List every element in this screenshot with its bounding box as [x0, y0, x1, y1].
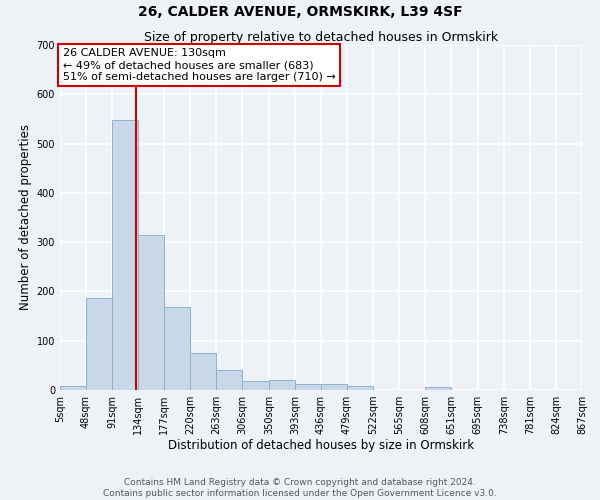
Bar: [347, 386, 373, 390]
Bar: [190, 353, 216, 390]
X-axis label: Distribution of detached houses by size in Ormskirk: Distribution of detached houses by size …: [168, 438, 474, 452]
Bar: [112, 120, 138, 390]
Bar: [425, 386, 451, 390]
Y-axis label: Number of detached properties: Number of detached properties: [19, 124, 32, 310]
Bar: [138, 235, 164, 390]
Text: 26, CALDER AVENUE, ORMSKIRK, L39 4SF: 26, CALDER AVENUE, ORMSKIRK, L39 4SF: [137, 5, 463, 19]
Text: 26 CALDER AVENUE: 130sqm
← 49% of detached houses are smaller (683)
51% of semi-: 26 CALDER AVENUE: 130sqm ← 49% of detach…: [62, 48, 335, 82]
Bar: [269, 380, 295, 390]
Bar: [242, 381, 269, 390]
Text: Contains HM Land Registry data © Crown copyright and database right 2024.
Contai: Contains HM Land Registry data © Crown c…: [103, 478, 497, 498]
Title: Size of property relative to detached houses in Ormskirk: Size of property relative to detached ho…: [144, 31, 498, 44]
Bar: [60, 386, 86, 390]
Bar: [295, 384, 321, 390]
Bar: [86, 298, 112, 390]
Bar: [216, 370, 242, 390]
Bar: [164, 307, 190, 390]
Bar: [321, 384, 347, 390]
